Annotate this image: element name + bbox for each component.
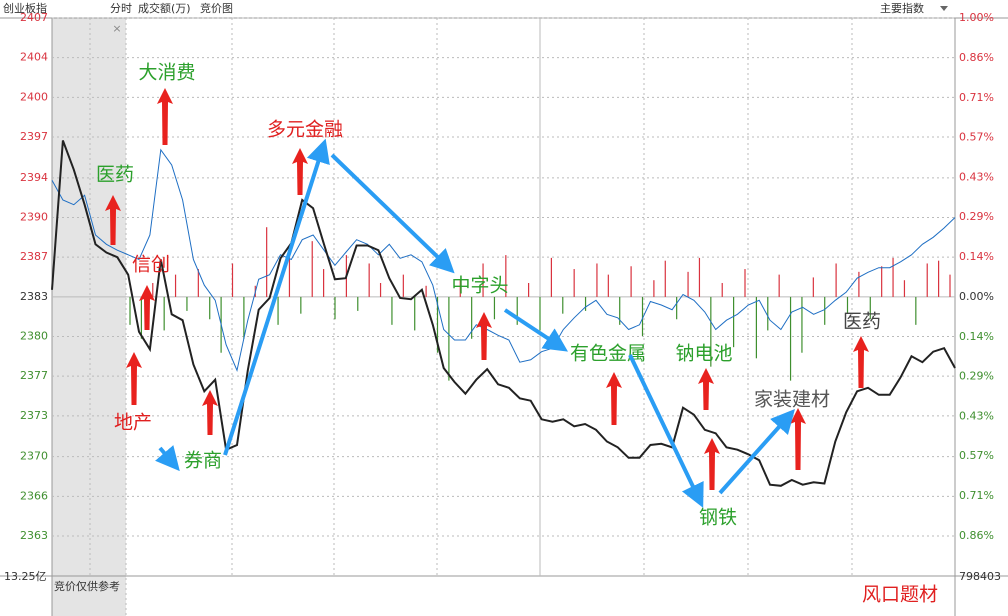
blue-arrow — [223, 138, 330, 456]
y2-tick-label: 1.00% — [959, 11, 994, 24]
title: 创业板指 — [3, 1, 47, 15]
annotation: 大消费 — [138, 62, 195, 84]
blue-arrow — [503, 308, 569, 352]
series-line — [51, 140, 956, 487]
auction-note: 竞价仅供参考 — [54, 579, 120, 593]
y-tick-label: 2363 — [20, 529, 48, 542]
y-tick-label: 2377 — [20, 369, 48, 382]
annotation: 有色金属 — [570, 343, 646, 365]
menu[interactable]: 主要指数 — [880, 1, 924, 15]
red-arrow — [698, 368, 714, 410]
annotation: 风口题材 — [862, 584, 938, 606]
volume-label: 13.25亿 — [4, 570, 47, 583]
annotation: 钢铁 — [699, 507, 737, 529]
y-tick-label: 2373 — [20, 409, 48, 422]
y-tick-label: 2394 — [20, 171, 48, 184]
blue-arrow — [718, 409, 795, 495]
tab[interactable]: 分时 — [110, 2, 132, 15]
menu-caret[interactable] — [940, 6, 948, 11]
y2-tick-label: 0.86% — [959, 51, 994, 64]
y2-tick-label: 0.14% — [959, 330, 994, 343]
red-arrow — [704, 438, 720, 490]
annotation: 医药 — [843, 311, 881, 333]
red-arrow — [126, 352, 142, 405]
red-arrow — [202, 390, 218, 435]
y2-tick-label: 0.14% — [959, 250, 994, 263]
y-tick-label: 2380 — [20, 330, 48, 343]
vertical-grid — [89, 18, 853, 616]
annotation: 中字头 — [451, 275, 508, 297]
y2-tick-label: 0.29% — [959, 210, 994, 223]
y2-tick-label: 0.57% — [959, 449, 994, 462]
annotation: 钠电池 — [675, 343, 732, 365]
red-arrow — [853, 336, 869, 388]
red-arrow — [105, 195, 121, 245]
y-tick-label: 2397 — [20, 130, 48, 143]
annotation: 家装建材 — [754, 389, 830, 411]
y2-tick-label: 0.86% — [959, 529, 994, 542]
y2-tick-label: 0.71% — [959, 91, 994, 104]
y2-tick-label: 0.71% — [959, 489, 994, 502]
y-tick-label: 2370 — [20, 450, 48, 463]
y-tick-label: 2387 — [20, 250, 48, 263]
y-tick-label: 2383 — [20, 290, 48, 303]
blue-arrow — [628, 354, 704, 508]
red-arrow — [476, 312, 492, 360]
y-tick-label: 2366 — [20, 489, 48, 502]
y-tick-label: 2400 — [20, 90, 48, 103]
blue-arrow — [155, 445, 180, 472]
annotation: 信创 — [132, 254, 170, 276]
y-tick-label: 2407 — [20, 11, 48, 24]
close-button[interactable]: × — [112, 22, 121, 35]
red-arrow — [606, 372, 622, 425]
annotation: 医药 — [96, 164, 134, 186]
red-arrow — [157, 88, 173, 145]
pre-auction-area — [52, 18, 126, 616]
y2-tick-label: 0.00% — [959, 290, 994, 303]
red-arrow — [292, 148, 308, 195]
tab[interactable]: 成交额(万) — [138, 1, 191, 15]
annotation: 地产 — [114, 412, 152, 434]
y2-tick-label: 0.43% — [959, 410, 994, 423]
blue-arrow — [330, 153, 455, 274]
annotation: 多元金融 — [267, 119, 343, 141]
red-arrow — [790, 408, 806, 470]
y-tick-label: 2390 — [20, 211, 48, 224]
series-line — [51, 148, 956, 372]
y2-tick-label: 0.57% — [959, 131, 994, 144]
y2-tick-label: 0.29% — [959, 370, 994, 383]
y-tick-label: 2404 — [20, 51, 48, 64]
tab[interactable]: 竞价图 — [200, 1, 233, 15]
annotation: 券商 — [184, 450, 222, 472]
volume-right-label: 798403 — [959, 570, 1001, 583]
red-arrow — [139, 285, 155, 330]
y2-tick-label: 0.43% — [959, 170, 994, 183]
